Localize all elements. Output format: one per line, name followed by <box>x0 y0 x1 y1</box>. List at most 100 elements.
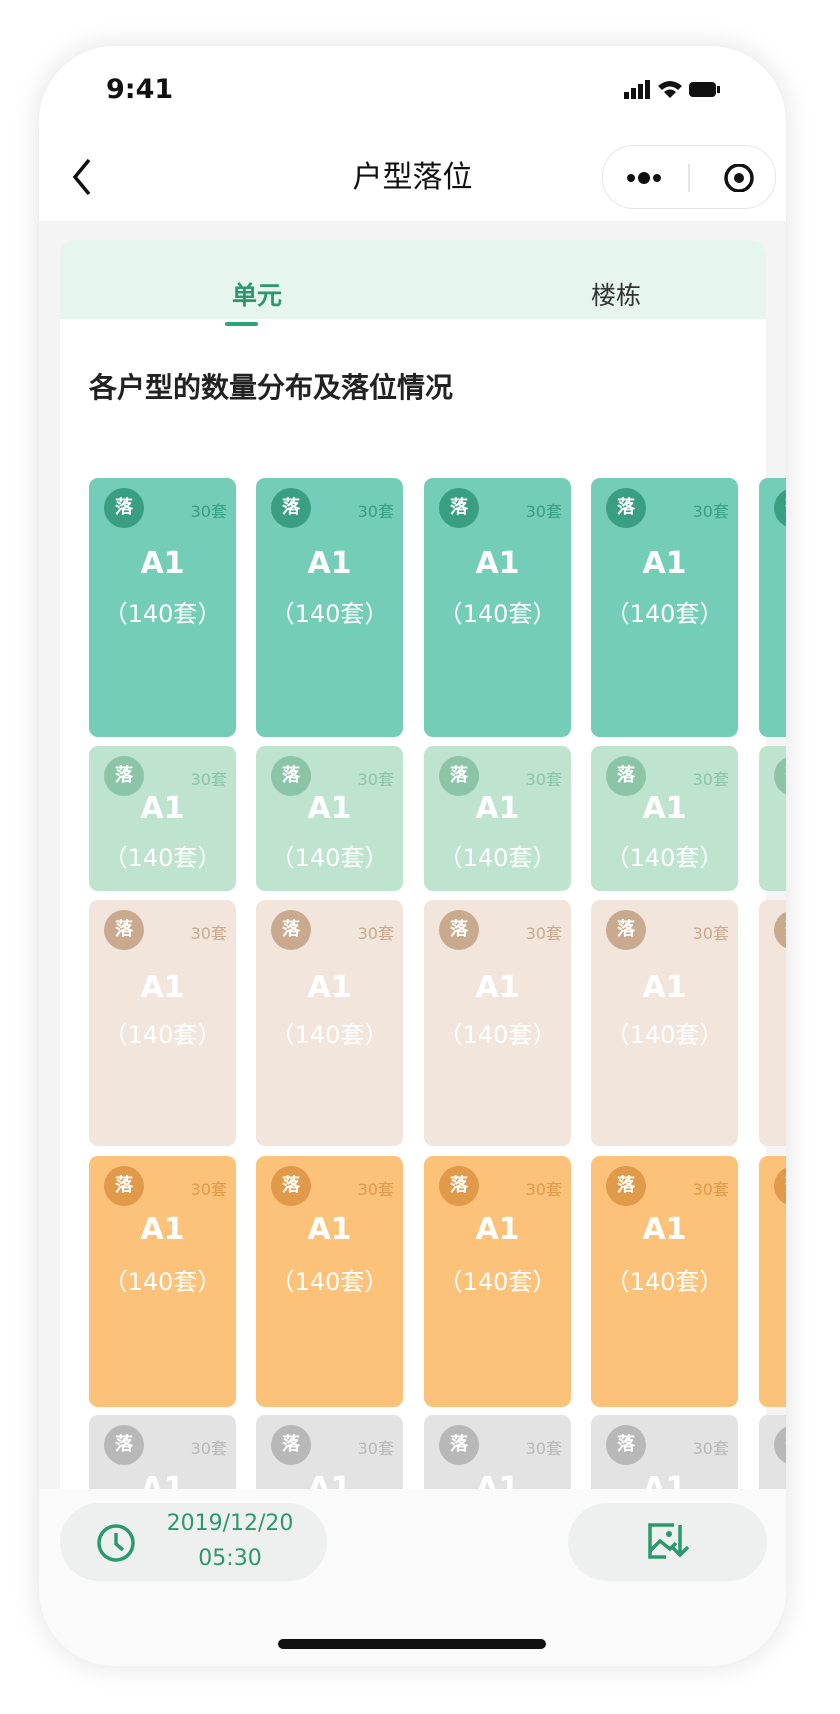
unit-total: （140套） <box>438 1021 557 1049</box>
unit-total: （140套） <box>759 1262 786 1297</box>
footer-time: 05:30 <box>198 1546 262 1571</box>
tab[interactable]: 单元 <box>231 281 282 310</box>
unit-name: A1 <box>307 791 352 826</box>
count: 30套 <box>190 502 227 521</box>
unit-name: A1 <box>475 1212 520 1247</box>
unit-name: A1 <box>307 1471 352 1489</box>
unit-total: （140套） <box>438 844 557 872</box>
unit-name: A1 <box>475 970 520 1005</box>
footer-date: 2019/12/20 <box>166 1511 294 1536</box>
unit-total: （140套） <box>438 1268 557 1296</box>
tab[interactable]: 楼栋 <box>590 281 641 310</box>
unit-name: A1 <box>307 1212 352 1247</box>
unit-name: A1 <box>759 546 786 581</box>
time-pill[interactable]: 2019/12/20 05:30 <box>60 1503 327 1581</box>
badge: 落 <box>774 1425 786 1465</box>
count: 30套 <box>190 1439 227 1458</box>
unit-name: A1 <box>140 546 185 581</box>
footer: 2019/12/20 05:30 <box>39 1489 786 1666</box>
count: 30套 <box>525 770 562 789</box>
count: 30套 <box>525 1439 562 1458</box>
badge: 落 <box>606 1425 646 1465</box>
unit-total: （140套） <box>270 844 389 872</box>
count: 30套 <box>190 924 227 943</box>
unit-name: A1 <box>642 1212 687 1247</box>
badge: 落 <box>104 756 144 796</box>
unit-total: （140套） <box>605 1021 724 1049</box>
clock-icon <box>97 1524 135 1562</box>
badge: 落 <box>606 1166 646 1206</box>
home-indicator <box>278 1639 546 1649</box>
unit-name: A1 <box>642 970 687 1005</box>
card[interactable]: 落 30套 A1 （140套） <box>591 900 738 1146</box>
unit-name: A1 <box>475 546 520 581</box>
unit-total: （140套） <box>103 1021 222 1049</box>
card[interactable]: 落 30套 A1 （140套） <box>256 746 403 891</box>
unit-name: A1 <box>307 546 352 581</box>
tab-bar: 单元 楼栋 <box>60 240 766 326</box>
badge: 落 <box>104 1166 144 1206</box>
badge: 落 <box>439 756 479 796</box>
badge: 落 <box>439 1166 479 1206</box>
unit-name: A1 <box>642 546 687 581</box>
count: 30套 <box>357 924 394 943</box>
status-icons <box>624 80 720 99</box>
unit-total: （140套） <box>759 838 786 873</box>
count: 30套 <box>692 502 729 521</box>
count: 30套 <box>692 770 729 789</box>
capsule <box>602 145 776 209</box>
badge: 落 <box>271 756 311 796</box>
unit-total: （140套） <box>103 1268 222 1296</box>
tab-underline <box>225 322 258 326</box>
badge: 落 <box>606 910 646 950</box>
unit-name: A1 <box>759 1212 786 1247</box>
capsule-icons[interactable] <box>623 164 763 192</box>
image-icon <box>648 1523 690 1559</box>
unit-total: （140套） <box>438 600 557 628</box>
badge: 落 <box>104 1425 144 1465</box>
badge: 落 <box>774 488 786 528</box>
badge: 落 <box>104 488 144 528</box>
count: 30套 <box>692 1180 729 1199</box>
count: 30套 <box>357 502 394 521</box>
badge: 落 <box>439 1425 479 1465</box>
count: 30套 <box>357 770 394 789</box>
unit-total: （140套） <box>103 844 222 872</box>
unit-total: （140套） <box>270 600 389 628</box>
back-button[interactable] <box>69 156 99 200</box>
badge: 落 <box>104 910 144 950</box>
unit-name: A1 <box>759 970 786 1005</box>
unit-total: （140套） <box>605 600 724 628</box>
unit-name: A1 <box>140 791 185 826</box>
count: 30套 <box>692 924 729 943</box>
unit-total: （140套） <box>759 594 786 629</box>
image-button[interactable] <box>568 1503 767 1581</box>
section-title: 各户型的数量分布及落位情况 <box>89 371 454 404</box>
phone-frame: 9:41 户型落位 单元 楼栋 各户型的数量分布及落位情况 落 30套 A1 （140… <box>39 46 786 1666</box>
count: 30套 <box>357 1439 394 1458</box>
count: 30套 <box>357 1180 394 1199</box>
